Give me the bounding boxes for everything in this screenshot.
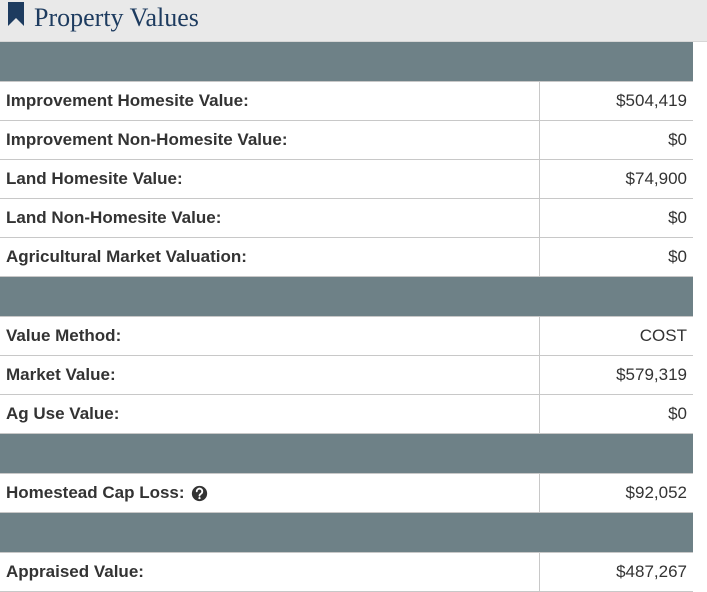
row-value: $504,419 <box>540 82 693 120</box>
help-icon[interactable] <box>191 485 208 502</box>
row-label-text: Homestead Cap Loss: <box>6 483 185 503</box>
table-row: Agricultural Market Valuation: $0 <box>0 238 693 277</box>
table-row: Land Non-Homesite Value: $0 <box>0 199 693 238</box>
panel-title: Property Values <box>6 2 701 33</box>
row-label: Land Homesite Value: <box>0 160 540 198</box>
table-row: Improvement Non-Homesite Value: $0 <box>0 121 693 160</box>
row-label: Land Non-Homesite Value: <box>0 199 540 237</box>
row-label: Agricultural Market Valuation: <box>0 238 540 276</box>
row-value: $0 <box>540 121 693 159</box>
row-label: Value Method: <box>0 317 540 355</box>
section-spacer <box>0 42 693 82</box>
row-label: Improvement Non-Homesite Value: <box>0 121 540 159</box>
row-label: Appraised Value: <box>0 553 540 591</box>
panel-header: Property Values <box>0 0 707 42</box>
row-label: Improvement Homesite Value: <box>0 82 540 120</box>
bookmark-icon <box>6 2 26 33</box>
table-row: Market Value: $579,319 <box>0 356 693 395</box>
row-value: $92,052 <box>540 474 693 512</box>
row-label: Homestead Cap Loss: <box>0 474 540 512</box>
section-spacer <box>0 434 693 474</box>
section-spacer <box>0 277 693 317</box>
table-row: Homestead Cap Loss: $92,052 <box>0 474 693 513</box>
property-values-table: Improvement Homesite Value: $504,419 Imp… <box>0 42 693 592</box>
section-spacer <box>0 513 693 553</box>
row-value: COST <box>540 317 693 355</box>
row-value: $0 <box>540 238 693 276</box>
panel-title-text: Property Values <box>34 3 199 33</box>
table-row: Land Homesite Value: $74,900 <box>0 160 693 199</box>
table-row: Ag Use Value: $0 <box>0 395 693 434</box>
table-row: Value Method: COST <box>0 317 693 356</box>
table-row: Improvement Homesite Value: $504,419 <box>0 82 693 121</box>
row-value: $0 <box>540 199 693 237</box>
row-value: $487,267 <box>540 553 693 591</box>
row-value: $74,900 <box>540 160 693 198</box>
row-value: $579,319 <box>540 356 693 394</box>
table-row: Appraised Value: $487,267 <box>0 553 693 592</box>
row-label: Ag Use Value: <box>0 395 540 433</box>
row-label: Market Value: <box>0 356 540 394</box>
row-value: $0 <box>540 395 693 433</box>
